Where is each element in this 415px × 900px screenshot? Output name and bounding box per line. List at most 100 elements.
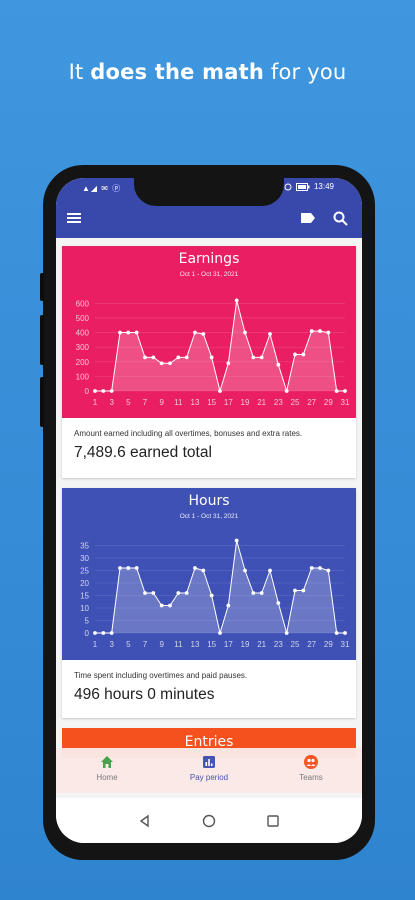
back-icon[interactable] <box>138 814 152 828</box>
earnings-x-tick-label-8: 17 <box>224 398 233 407</box>
bar-chart-icon <box>203 756 215 768</box>
earnings-data-point-29 <box>326 330 331 335</box>
hours-x-tick-label-8: 17 <box>224 640 233 649</box>
eye-icon <box>284 183 292 190</box>
hours-x-tick-label-11: 23 <box>274 640 283 649</box>
search-icon[interactable] <box>332 210 350 226</box>
hours-data-point-17 <box>226 603 231 608</box>
hours-title: Hours <box>188 493 230 509</box>
earnings-data-point-13 <box>193 330 197 335</box>
hours-x-tick-label-7: 15 <box>207 640 216 649</box>
hours-data-point-2 <box>101 631 106 635</box>
headline-prefix: It <box>68 60 91 84</box>
camera-notch <box>134 178 284 206</box>
nav-pay-period[interactable]: Pay period <box>158 748 260 793</box>
volume-button <box>40 273 44 301</box>
phone-frame: ▲◢ ✉ ⓟ 13:49 0 100 200 300 400 500 600 1 3 5 7 <box>40 165 375 860</box>
earnings-x-tick-label-10: 21 <box>257 398 266 407</box>
nav-teams[interactable]: Teams <box>260 748 362 793</box>
earnings-data-point-28 <box>318 329 322 333</box>
earnings-data-point-5 <box>126 330 131 335</box>
hours-data-point-16 <box>218 631 222 635</box>
teams-icon <box>304 755 318 769</box>
hours-total: 496 hours 0 minutes <box>74 686 215 703</box>
nav-pay-period-label: Pay period <box>189 773 229 782</box>
hours-y-tick-label-6: 30 <box>80 554 89 563</box>
earnings-x-tick-label-1: 3 <box>109 398 114 407</box>
hours-data-point-26 <box>301 588 306 593</box>
earnings-data-point-11 <box>176 355 181 360</box>
headline-bold: does the math <box>90 60 264 84</box>
system-navigation-bar <box>56 798 362 843</box>
earnings-data-point-15 <box>209 355 214 360</box>
hours-data-point-20 <box>251 591 256 595</box>
hours-data-point-10 <box>168 603 172 608</box>
menu-icon[interactable] <box>65 210 83 226</box>
earnings-y-tick-label-5: 500 <box>76 314 90 323</box>
earnings-data-point-21 <box>259 355 264 360</box>
earnings-data-point-4 <box>118 330 122 335</box>
hours-data-point-15 <box>209 593 214 598</box>
hours-data-point-18 <box>234 538 239 543</box>
earnings-chart: 0 100 200 300 400 500 600 1 3 5 7 9 11 13 15 17 19 21 23 25… <box>62 246 356 418</box>
nav-home[interactable]: Home <box>56 748 158 793</box>
hours-y-tick-label-3: 15 <box>80 592 89 601</box>
hours-data-point-11 <box>176 591 181 595</box>
recents-icon[interactable] <box>266 814 280 828</box>
hours-data-point-3 <box>109 631 114 635</box>
hours-data-point-22 <box>268 568 272 573</box>
hours-data-point-31 <box>343 631 347 635</box>
earnings-data-point-23 <box>276 362 281 367</box>
earnings-data-point-14 <box>201 332 206 336</box>
earnings-description: Amount earned including all overtimes, b… <box>74 429 303 438</box>
hours-y-tick-label-1: 5 <box>85 617 90 626</box>
earnings-x-tick-label-6: 13 <box>191 398 200 407</box>
hours-data-point-14 <box>201 568 206 573</box>
hours-x-tick-label-12: 25 <box>291 640 300 649</box>
label-icon[interactable] <box>299 210 317 226</box>
battery-icon <box>295 182 310 191</box>
hours-x-tick-label-3: 7 <box>143 640 148 649</box>
nav-home-label: Home <box>96 773 118 782</box>
hours-description: Time spent including overtimes and paid … <box>74 671 248 680</box>
earnings-data-point-9 <box>159 361 164 366</box>
earnings-x-tick-label-2: 5 <box>126 398 131 407</box>
hours-data-point-24 <box>284 631 289 635</box>
hours-data-point-6 <box>134 566 139 570</box>
earnings-card[interactable]: 0 100 200 300 400 500 600 1 3 5 7 9 11 13 15 17 19 21 23 25… <box>62 246 356 478</box>
hours-y-tick-label-0: 0 <box>85 629 90 638</box>
hours-data-point-19 <box>243 568 247 573</box>
earnings-data-point-31 <box>343 389 347 393</box>
hours-x-tick-label-10: 21 <box>257 640 266 649</box>
phone-screen: ▲◢ ✉ ⓟ 13:49 0 100 200 300 400 500 600 1 3 5 7 <box>56 178 362 843</box>
earnings-area-fill <box>95 300 345 391</box>
earnings-data-point-2 <box>101 389 106 393</box>
hours-card[interactable]: 0 5 10 15 20 25 30 35 1 3 5 7 9 11 13 15 17 19 21 23 25 27 29 3… <box>62 488 356 718</box>
headline: It does the math for you <box>0 60 415 84</box>
bottom-navigation: Home Pay period Teams <box>56 748 362 793</box>
earnings-x-tick-label-4: 9 <box>159 398 164 407</box>
earnings-y-tick-label-3: 300 <box>76 343 90 352</box>
hours-x-tick-label-9: 19 <box>241 640 250 649</box>
earnings-x-tick-label-12: 25 <box>291 398 300 407</box>
hours-data-point-29 <box>326 568 331 573</box>
headline-suffix: for you <box>263 60 347 84</box>
hours-y-tick-label-2: 10 <box>80 604 89 613</box>
hours-y-tick-label-7: 35 <box>80 542 89 551</box>
status-icons-left: ▲◢ ✉ ⓟ <box>82 184 122 193</box>
hours-data-point-28 <box>318 566 322 570</box>
earnings-y-tick-label-2: 200 <box>76 358 90 367</box>
content-scroll[interactable]: 0 100 200 300 400 500 600 1 3 5 7 9 11 13 15 17 19 21 23 25… <box>56 238 362 793</box>
earnings-y-tick-label-1: 100 <box>76 372 90 381</box>
entries-title: Entries <box>184 734 234 750</box>
earnings-data-point-24 <box>284 389 289 393</box>
hours-x-tick-label-0: 1 <box>93 640 98 649</box>
earnings-data-point-22 <box>268 332 272 336</box>
earnings-x-tick-label-15: 31 <box>341 398 350 407</box>
earnings-data-point-16 <box>218 389 222 393</box>
home-circle-icon[interactable] <box>202 814 216 828</box>
hours-data-point-7 <box>143 591 147 595</box>
earnings-data-point-26 <box>301 352 306 357</box>
hours-chart: 0 5 10 15 20 25 30 35 1 3 5 7 9 11 13 15 17 19 21 23 25 27 29 3… <box>62 488 356 660</box>
earnings-y-tick-label-4: 400 <box>76 329 90 338</box>
